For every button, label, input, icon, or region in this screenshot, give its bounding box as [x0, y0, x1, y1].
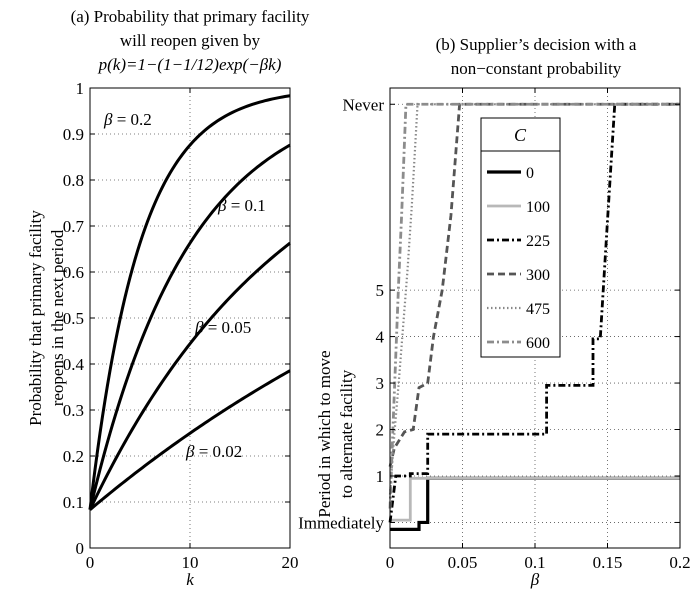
- panel-a-series-line-0-02: [89, 369, 291, 511]
- panel-a-title-line-2: will reopen given by: [120, 31, 261, 50]
- panel-b-title-line-2: non−constant probability: [451, 59, 622, 78]
- panel-b-legend: C 0 100 225 300 475 600: [480, 117, 561, 358]
- panel-b-xtick-label-0: 0: [386, 553, 395, 572]
- panel-a: (a) Probability that primary facility wi…: [26, 7, 310, 589]
- legend-box: [480, 117, 561, 358]
- panel-a-ytick-label-0-5: 0.5: [63, 309, 84, 328]
- legend-label-c-475: 475: [526, 301, 550, 318]
- panel-a-ytick-label-0-8: 0.8: [63, 171, 84, 190]
- panel-b-ytick-label-immediately: Immediately: [298, 513, 384, 532]
- legend-title: C: [514, 125, 527, 145]
- panel-b-ylabel: Period in which to move to alternate fac…: [315, 350, 356, 517]
- panel-b-ylabel-line-1: Period in which to move: [315, 350, 334, 517]
- panel-b-ytick-label-3: 3: [376, 374, 385, 393]
- panel-b-xtick-label-0-15: 0.15: [593, 553, 623, 572]
- panel-b-ylabel-line-2: to alternate facility: [337, 369, 356, 498]
- panel-a-title-line-3: p(k)=1−(1−1/12)exp(−βk): [98, 55, 282, 74]
- panel-b-xtick-label-0-05: 0.05: [448, 553, 478, 572]
- panel-b-series-line-c-225: [388, 102, 680, 523]
- panel-b-ticks: 0 0.05 0.1 0.15 0.2 Immediately 1 2 3 4 5 Never: [298, 88, 691, 572]
- legend-label-c-300: 300: [526, 267, 550, 284]
- legend-label-c-100: 100: [526, 199, 550, 216]
- panel-a-series-line-0-05: [88, 241, 291, 511]
- panel-b-ytick-label-1: 1: [376, 467, 385, 486]
- panel-a-ylabel-line-1: Probability that primary facility: [26, 210, 45, 426]
- panel-a-series: [88, 94, 291, 511]
- panel-a-ticks: 0 10 20 0 0.1 0.2 0.3 0.4 0.5 0.6 0.7 0.8 0.9 1: [63, 79, 299, 572]
- panel-a-xtick-label-10: 10: [182, 553, 199, 572]
- panel-b-ytick-label-2: 2: [376, 421, 385, 440]
- panel-a-ytick-label-0-6: 0.6: [63, 263, 84, 282]
- series-label-beta-0-05: β = 0.05: [194, 318, 251, 337]
- panel-b-ytick-label-never: Never: [342, 95, 384, 114]
- panel-b-series-line-c-475: [388, 103, 680, 495]
- panel-a-ylabel-line-2: reopens in the next period: [48, 229, 67, 406]
- panel-b-xtick-label-0-2: 0.2: [669, 553, 690, 572]
- panel-b-xtick-label-0-1: 0.1: [524, 553, 545, 572]
- panel-a-series-line-0-2: [88, 94, 291, 510]
- panel-a-ytick-label-0-3: 0.3: [63, 401, 84, 420]
- panel-a-ytick-label-0-4: 0.4: [63, 355, 85, 374]
- legend-label-c-0: 0: [526, 165, 534, 182]
- panel-b: (b) Supplier’s decision with a non−const…: [298, 35, 691, 589]
- panel-a-xlabel: k: [186, 570, 194, 589]
- panel-a-grid: [90, 88, 290, 548]
- panel-b-ytick-label-4: 4: [376, 328, 385, 347]
- panel-b-title-line-1: (b) Supplier’s decision with a: [436, 35, 637, 54]
- panel-b-ytick-label-5: 5: [376, 281, 385, 300]
- series-label-beta-0-1: β = 0.1: [217, 196, 266, 215]
- panel-a-title-line-1: (a) Probability that primary facility: [71, 7, 310, 26]
- panel-a-series-line-0-1: [88, 143, 291, 511]
- panel-b-xlabel: β: [530, 570, 540, 589]
- panel-a-ytick-label-0-2: 0.2: [63, 447, 84, 466]
- panel-a-ylabel: Probability that primary facility reopen…: [26, 210, 67, 426]
- series-label-beta-0-02: β = 0.02: [185, 442, 242, 461]
- panel-a-ytick-label-0-7: 0.7: [63, 217, 85, 236]
- panel-b-series-line-c-300: [388, 102, 680, 468]
- panel-a-ytick-label-0-1: 0.1: [63, 493, 84, 512]
- panel-a-xtick-label-0: 0: [86, 553, 95, 572]
- panel-a-ytick-label-0-9: 0.9: [63, 125, 84, 144]
- panel-a-ytick-label-1: 1: [76, 79, 85, 98]
- panel-b-series-line-c-0: [390, 476, 680, 532]
- panel-a-ytick-label-0: 0: [76, 539, 85, 558]
- series-label-beta-0-2: β = 0.2: [103, 110, 152, 129]
- legend-label-c-600: 600: [526, 335, 550, 352]
- panel-b-series-line-c-100: [390, 476, 680, 522]
- legend-label-c-225: 225: [526, 233, 550, 250]
- panel-a-xtick-label-20: 20: [282, 553, 299, 572]
